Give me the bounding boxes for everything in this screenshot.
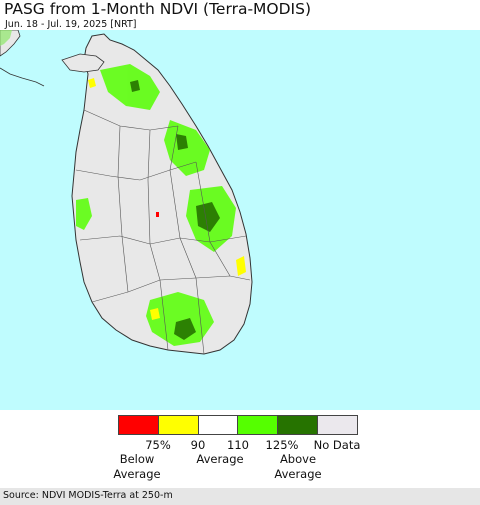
legend-swatch-white bbox=[198, 416, 239, 434]
legend-swatch-no-data bbox=[318, 416, 357, 434]
legend-swatch-light-green bbox=[238, 416, 279, 434]
legend-swatch-yellow bbox=[158, 416, 199, 434]
above-line-2: Average bbox=[274, 467, 322, 481]
legend-above-average: Above Average bbox=[274, 452, 321, 482]
district-boundaries bbox=[75, 109, 251, 355]
legend-color-bar bbox=[118, 415, 358, 435]
well-above-average-areas bbox=[130, 80, 220, 340]
legend-swatch-dark-green bbox=[278, 416, 319, 434]
legend-tick-75: 75% bbox=[145, 438, 171, 452]
source-text: Source: NDVI MODIS-Terra at 250-m bbox=[3, 490, 173, 501]
below-line-2: Average bbox=[113, 467, 161, 481]
ndvi-map bbox=[0, 30, 480, 410]
legend-tick-125: 125% bbox=[265, 438, 299, 452]
legend-tick-110: 110 bbox=[227, 438, 249, 452]
above-line-1: Above bbox=[279, 452, 317, 466]
much-below-average-areas bbox=[156, 212, 159, 217]
below-average-areas bbox=[88, 78, 246, 320]
map-title: PASG from 1-Month NDVI (Terra-MODIS) bbox=[4, 0, 312, 18]
legend-no-data-label: No Data bbox=[313, 438, 361, 452]
legend-average: Average bbox=[196, 452, 244, 466]
below-line-1: Below bbox=[119, 452, 155, 466]
jaffna-peninsula bbox=[61, 53, 105, 73]
legend-swatch-red bbox=[119, 416, 159, 434]
legend-below-average: Below Average bbox=[113, 452, 160, 482]
india-coast-green bbox=[0, 30, 12, 46]
footer-bar: Source: NDVI MODIS-Terra at 250-m bbox=[0, 488, 480, 505]
adams-bridge bbox=[0, 67, 45, 87]
legend-tick-90: 90 bbox=[190, 438, 206, 452]
date-range: Jun. 18 - Jul. 19, 2025 [NRT] bbox=[5, 19, 137, 30]
